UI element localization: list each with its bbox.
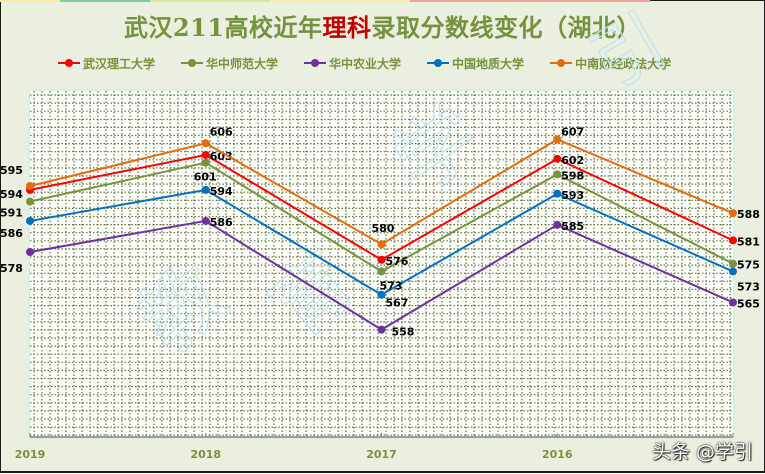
legend-item-4[interactable]: 中南财经政法大学 bbox=[550, 55, 671, 72]
data-label: 593 bbox=[561, 189, 584, 202]
data-label: 573 bbox=[380, 279, 403, 292]
title-suffix: 录取分数线变化（湖北） bbox=[371, 13, 642, 42]
data-point-marker[interactable] bbox=[201, 158, 210, 167]
data-point-marker[interactable] bbox=[26, 197, 34, 206]
legend-label: 中国地质大学 bbox=[452, 56, 525, 71]
data-label: 581 bbox=[737, 235, 760, 248]
data-point-marker[interactable] bbox=[553, 220, 562, 229]
data-point-marker[interactable] bbox=[553, 135, 562, 144]
title-prefix: 武汉211高校近年 bbox=[123, 13, 323, 42]
data-point-marker[interactable] bbox=[201, 150, 210, 159]
data-point-marker[interactable] bbox=[553, 189, 562, 198]
data-point-marker[interactable] bbox=[553, 170, 562, 179]
legend-label: 华中师范大学 bbox=[206, 56, 279, 71]
data-point-marker[interactable] bbox=[729, 209, 737, 218]
series-3: 586 594 567 593 573 bbox=[0, 185, 760, 310]
data-label: 591 bbox=[0, 207, 23, 220]
data-point-marker[interactable] bbox=[377, 290, 386, 299]
data-label: 598 bbox=[561, 169, 584, 182]
data-point-marker[interactable] bbox=[26, 182, 34, 190]
legend-item-2[interactable]: 华中农业大学 bbox=[304, 55, 401, 72]
legend-label: 华中农业大学 bbox=[329, 56, 402, 71]
plot-background bbox=[30, 91, 733, 437]
legend-label: 武汉理工大学 bbox=[83, 56, 156, 71]
watermark-logo: 头条 @学引 bbox=[652, 441, 754, 463]
data-point-marker[interactable] bbox=[201, 185, 210, 194]
data-label: 607 bbox=[561, 125, 584, 138]
series-1: 591 601 573 598 575 bbox=[0, 158, 760, 292]
data-label: 594 bbox=[0, 188, 23, 201]
data-label: 576 bbox=[386, 255, 409, 268]
data-label: 586 bbox=[210, 216, 233, 229]
data-label: 558 bbox=[392, 326, 415, 339]
data-point-marker[interactable] bbox=[729, 259, 737, 268]
data-label: 578 bbox=[0, 262, 23, 275]
data-label: 601 bbox=[194, 171, 217, 184]
data-point-marker[interactable] bbox=[729, 298, 737, 307]
data-label: 602 bbox=[561, 154, 584, 167]
legend-item-1[interactable]: 华中师范大学 bbox=[181, 55, 278, 72]
data-label: 565 bbox=[737, 297, 760, 310]
chart-title: 武汉211高校近年理科录取分数线变化（湖北） bbox=[0, 8, 765, 43]
data-point-marker[interactable] bbox=[377, 255, 386, 264]
data-label: 585 bbox=[561, 220, 584, 233]
legend-line-marker-icon bbox=[550, 58, 573, 68]
data-point-marker[interactable] bbox=[553, 154, 562, 163]
data-point-marker[interactable] bbox=[729, 267, 737, 276]
legend-item-0[interactable]: 武汉理工大学 bbox=[58, 55, 155, 72]
data-point-marker[interactable] bbox=[729, 236, 737, 245]
x-tick-label: 2019 bbox=[14, 448, 46, 461]
spreadsheet-top-strip bbox=[0, 0, 765, 2]
series-0: 594 603 576 602 581 bbox=[0, 150, 760, 268]
data-label: 573 bbox=[737, 280, 760, 293]
data-label: 588 bbox=[737, 208, 760, 221]
data-label: 603 bbox=[210, 150, 233, 163]
data-label: 594 bbox=[210, 185, 233, 198]
legend-label: 中南财经政法大学 bbox=[575, 56, 672, 71]
legend-line-marker-icon bbox=[427, 58, 450, 68]
series-4: 595 606 580 607 588 bbox=[0, 125, 760, 249]
data-label: 606 bbox=[210, 125, 233, 138]
x-tick-label: 2018 bbox=[190, 448, 222, 461]
data-point-marker[interactable] bbox=[26, 216, 34, 225]
data-label: 575 bbox=[737, 259, 760, 272]
legend-line-marker-icon bbox=[58, 58, 80, 68]
data-label: 567 bbox=[386, 297, 409, 310]
data-point-marker[interactable] bbox=[377, 325, 386, 334]
legend-item-3[interactable]: 中国地质大学 bbox=[427, 55, 524, 72]
x-axis-labels: 2019 2018 2017 2016 bbox=[0, 448, 765, 464]
data-label: 586 bbox=[0, 227, 23, 240]
data-point-marker[interactable] bbox=[26, 248, 34, 256]
x-tick-label: 2017 bbox=[366, 448, 397, 461]
legend-line-marker-icon bbox=[181, 58, 204, 68]
data-point-marker[interactable] bbox=[377, 240, 386, 249]
x-tick-label: 2016 bbox=[541, 448, 573, 461]
chart-legend: 武汉理工大学 华中师范大学 华中农业大学 中国地质大学 中南财经政法大学 bbox=[58, 54, 671, 72]
data-point-marker[interactable] bbox=[201, 139, 210, 148]
legend-line-marker-icon bbox=[304, 58, 327, 68]
title-highlight: 理科 bbox=[322, 13, 372, 42]
data-point-marker[interactable] bbox=[201, 216, 210, 225]
data-label: 580 bbox=[372, 222, 395, 235]
data-point-marker[interactable] bbox=[377, 267, 386, 276]
data-label: 595 bbox=[0, 164, 23, 177]
series-2: 578 586 558 585 565 bbox=[0, 216, 760, 339]
